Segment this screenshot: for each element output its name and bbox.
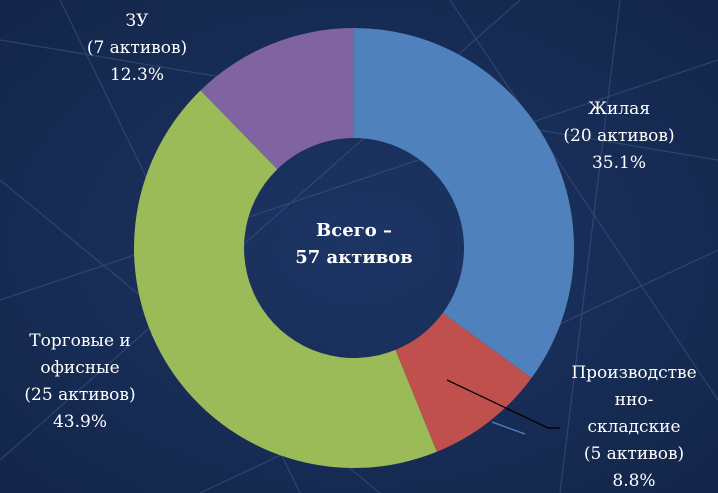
leader-line — [491, 421, 526, 435]
slice-count: (7 активов) — [87, 38, 187, 58]
slice-count: (25 активов) — [24, 385, 135, 405]
slice-percent: 8.8% — [612, 471, 655, 491]
slice-label: ЗУ — [126, 11, 150, 31]
slice-percent: 12.3% — [110, 65, 164, 85]
slice-count: (5 активов) — [584, 444, 684, 464]
donut-slice — [200, 28, 354, 170]
leader-line — [446, 379, 549, 429]
donut-slice — [395, 313, 532, 452]
slice-percent: 43.9% — [53, 412, 107, 432]
slice-label: Торговые и офисные — [29, 331, 131, 378]
slice-percent: 35.1% — [592, 153, 646, 173]
donut — [134, 28, 574, 468]
slice-label: Производстве нно-складские — [571, 363, 696, 437]
slice-label: Жилая — [588, 99, 650, 119]
donut-slice — [134, 90, 437, 468]
donut-slice — [354, 28, 574, 379]
slice-count: (20 активов) — [563, 126, 674, 146]
center-text: Всего –57 активов — [295, 220, 413, 268]
